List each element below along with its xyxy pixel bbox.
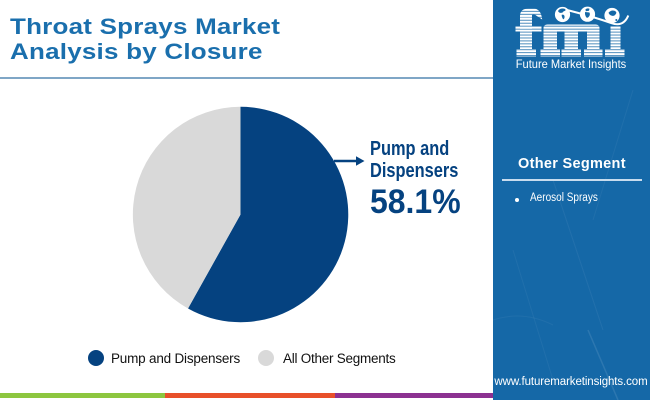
svg-text:Future Market Insights: Future Market Insights — [516, 57, 627, 71]
